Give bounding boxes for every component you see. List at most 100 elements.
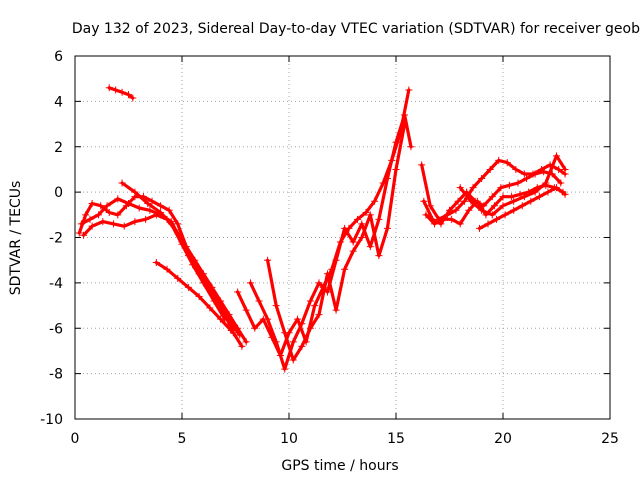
data-point <box>523 175 531 183</box>
data-point <box>486 165 494 173</box>
data-point <box>495 156 503 164</box>
data-point <box>306 297 314 305</box>
y-tick-label: 0 <box>54 185 63 201</box>
data-point <box>383 175 391 183</box>
data-point <box>125 91 132 99</box>
y-tick-label: 2 <box>54 140 63 156</box>
data-point <box>555 165 563 173</box>
y-tick-label: 6 <box>54 49 63 65</box>
series-track-i <box>264 120 409 364</box>
data-point <box>478 175 486 183</box>
data-point <box>510 206 518 214</box>
data-point <box>118 179 126 187</box>
y-tick-label: -2 <box>49 231 63 247</box>
data-point <box>401 120 409 128</box>
data-point <box>311 302 319 310</box>
data-point <box>206 304 214 312</box>
data-point <box>120 222 128 230</box>
data-point <box>520 193 528 201</box>
data-point <box>426 202 434 210</box>
series-trace <box>82 213 242 337</box>
data-point <box>210 297 218 305</box>
data-point <box>135 204 143 212</box>
data-point <box>298 320 306 328</box>
data-point <box>497 184 505 192</box>
data-point <box>238 342 246 350</box>
data-point <box>456 184 464 192</box>
series-track-n <box>456 152 569 219</box>
data-point <box>493 215 501 223</box>
data-point <box>510 197 518 205</box>
data-point <box>557 179 565 187</box>
data-point <box>446 206 453 214</box>
x-axis-label: GPS time / hours <box>281 458 398 474</box>
data-point <box>375 215 383 223</box>
data-point <box>234 288 242 296</box>
data-point <box>467 197 475 205</box>
data-point <box>401 111 409 119</box>
data-point <box>306 324 314 332</box>
data-point <box>484 220 492 228</box>
data-point <box>544 188 552 196</box>
data-point <box>512 165 520 173</box>
data-point <box>527 197 535 205</box>
data-point <box>195 292 203 300</box>
data-point <box>272 338 280 346</box>
series-track-f <box>152 258 235 335</box>
data-point <box>144 199 152 207</box>
data-point <box>88 222 96 230</box>
data-point <box>473 197 481 205</box>
data-point <box>542 179 550 187</box>
x-tick-label: 0 <box>71 431 80 447</box>
data-point <box>375 252 383 260</box>
data-point <box>146 206 154 214</box>
series-track-c <box>80 211 244 339</box>
data-point <box>535 193 543 201</box>
data-point <box>454 197 462 205</box>
data-point <box>152 211 160 219</box>
series-track-d <box>118 179 229 323</box>
data-point <box>110 220 118 228</box>
data-point <box>157 209 165 217</box>
data-point <box>112 86 120 94</box>
data-point <box>332 256 340 264</box>
series-track-h <box>246 111 415 373</box>
data-point <box>281 329 289 337</box>
data-point <box>264 315 272 323</box>
x-tick-label: 15 <box>387 431 405 447</box>
data-point <box>227 327 235 335</box>
data-point <box>242 338 250 346</box>
series-trace <box>248 113 413 371</box>
data-point <box>152 258 160 266</box>
data-point <box>460 197 468 205</box>
axis-ticks: 0 5 10 15 20 25 -10 -8 -6 -4 -2 0 2 4 6 <box>40 49 619 447</box>
data-point <box>105 84 113 92</box>
data-point <box>478 206 486 214</box>
data-point <box>114 195 122 203</box>
data-point <box>439 215 447 223</box>
data-point <box>431 220 439 228</box>
series-track-m <box>475 184 569 232</box>
data-point <box>405 86 413 94</box>
data-point <box>264 256 272 264</box>
data-point <box>392 138 400 146</box>
data-point <box>114 211 122 219</box>
x-tick-label: 20 <box>494 431 512 447</box>
data-point <box>95 211 103 219</box>
data-point <box>508 193 516 201</box>
data-point <box>366 243 374 251</box>
data-point <box>99 218 107 226</box>
data-point <box>97 202 105 210</box>
data-point <box>217 315 225 323</box>
data-point <box>520 170 528 178</box>
series-group <box>75 84 569 373</box>
data-point <box>518 202 526 210</box>
data-point <box>358 234 366 241</box>
data-point <box>157 202 165 210</box>
data-point <box>353 215 361 223</box>
data-point <box>246 279 254 287</box>
data-point <box>349 247 357 255</box>
data-point <box>289 338 297 346</box>
data-point <box>163 265 171 273</box>
